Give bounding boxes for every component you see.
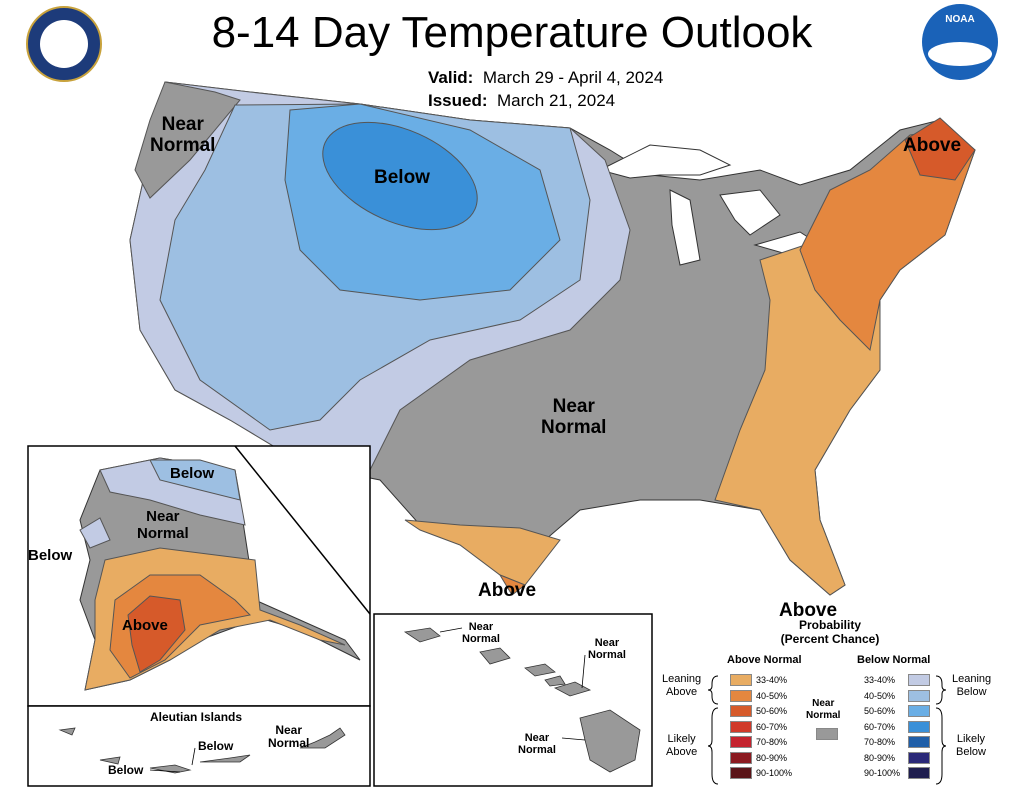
- legend-above-header: Above Normal: [727, 654, 802, 666]
- legend-above-label-0: 33-40%: [756, 675, 788, 685]
- legend-below-label-4: 70-80%: [864, 737, 896, 747]
- texas-above-label: Above: [478, 580, 537, 601]
- aleutian-below-leader: [149, 769, 181, 773]
- legend-leaning-above-label: Leaning Above: [662, 673, 702, 699]
- noaa-logo-text: NOAA: [945, 14, 975, 25]
- legend-above-label-1: 40-50%: [756, 690, 788, 701]
- legend-likely-above-label: Likely Above: [666, 733, 698, 759]
- legend-title: Probability (Percent Chance): [780, 618, 880, 646]
- above-50-60-maine-area: [904, 117, 976, 181]
- legend-leaning-below-label: Leaning Below: [952, 673, 992, 699]
- legend-brace-leaning-below: [935, 675, 947, 705]
- aleutian-below-leader-2: [191, 747, 196, 766]
- legend-above-swatch-3: [730, 720, 752, 733]
- legend-below-label-6: 90-100%: [864, 768, 901, 778]
- legend-above-swatch-1: [730, 689, 752, 702]
- legend-below-swatch-4: [908, 736, 930, 748]
- alaska-inset-divider: [234, 445, 371, 615]
- legend-brace-likely-above: [707, 707, 719, 785]
- hawaii-near-normal-label-2: Near Normal: [588, 637, 626, 662]
- legend-below-label-5: 80-90%: [864, 752, 896, 763]
- aleutian-islands-title: Aleutian Islands: [150, 710, 243, 724]
- legend-above-swatch-0: [730, 674, 752, 686]
- alaska-west-near-normal-area: [79, 517, 111, 549]
- map-title: 8-14 Day Temperature Outlook: [211, 8, 813, 57]
- hawaii-near-normal-label-1: Near Normal: [462, 621, 500, 646]
- alaska-above-50-60-area: [127, 595, 186, 673]
- hawaii-leader-1: [439, 627, 463, 633]
- ne-above-label: Above: [903, 135, 962, 156]
- above-40-50-ne-area: [799, 129, 976, 352]
- legend-below-label-0: 33-40%: [864, 675, 896, 685]
- alaska-below-north-label: Below: [170, 465, 215, 482]
- legend-above-label-2: 50-60%: [756, 706, 788, 716]
- legend-above-swatch-5: [730, 751, 752, 764]
- hawaii-islands-shape: [403, 627, 641, 773]
- valid-dates: Valid: March 29 - April 4, 2024: [428, 68, 664, 87]
- legend-below-swatch-1: [908, 689, 930, 702]
- alaska-near-normal-label: Near Normal: [137, 508, 189, 542]
- aleutian-near-normal-label: Near Normal: [268, 723, 310, 751]
- legend-below-swatch-0: [908, 674, 930, 686]
- legend-above-swatch-2: [730, 705, 752, 717]
- nw-near-normal-area: [134, 81, 241, 199]
- nw-near-normal-label: Near Normal: [150, 114, 216, 157]
- florida-above-label: Above: [779, 600, 838, 621]
- legend-brace-likely-below: [935, 707, 947, 785]
- above-40-50-texas-area: [498, 573, 527, 596]
- legend-above-swatch-4: [730, 736, 752, 748]
- hawaii-leader-2: [581, 654, 586, 689]
- legend-above-swatch-6: [730, 767, 752, 779]
- aleutian-below-label-1: Below: [198, 739, 234, 753]
- alaska-below-40-50-area: [149, 459, 241, 501]
- legend-above-label-3: 60-70%: [756, 721, 788, 732]
- legend-near-normal-swatch: [816, 728, 838, 740]
- issued-date: Issued: March 21, 2024: [428, 91, 616, 110]
- legend-above-label-6: 90-100%: [756, 768, 793, 778]
- legend-below-label-2: 50-60%: [864, 706, 896, 716]
- hawaii-leader-3: [561, 737, 586, 741]
- legend-above-label-4: 70-80%: [756, 737, 788, 747]
- legend-brace-leaning-above: [707, 675, 719, 705]
- below-label: Below: [374, 167, 430, 188]
- aleutian-below-label-2: Below: [108, 763, 144, 777]
- legend-below-swatch-3: [908, 720, 930, 733]
- legend-near-normal-label: Near Normal: [806, 698, 841, 721]
- legend-likely-below-label: Likely Below: [956, 733, 986, 759]
- legend-below-label-3: 60-70%: [864, 721, 896, 732]
- legend-above-label-5: 80-90%: [756, 752, 788, 763]
- alaska-above-label: Above: [122, 617, 168, 634]
- legend-below-swatch-2: [908, 705, 930, 717]
- legend-below-swatch-5: [908, 751, 930, 764]
- legend-below-swatch-6: [908, 767, 930, 779]
- hawaii-near-normal-label-3: Near Normal: [518, 732, 556, 757]
- legend-below-label-1: 40-50%: [864, 690, 896, 701]
- aleutian-islands-shape: [58, 727, 346, 774]
- noaa-logo: NOAA: [922, 4, 998, 80]
- below-60-70-area: [322, 121, 478, 231]
- great-lakes: [598, 144, 822, 266]
- alaska-below-west-label: Below: [28, 547, 73, 564]
- legend-below-header: Below Normal: [857, 654, 931, 666]
- central-near-normal-label: Near Normal: [541, 396, 607, 439]
- above-33-40-east-area: [714, 239, 881, 596]
- department-of-commerce-seal: [26, 6, 102, 82]
